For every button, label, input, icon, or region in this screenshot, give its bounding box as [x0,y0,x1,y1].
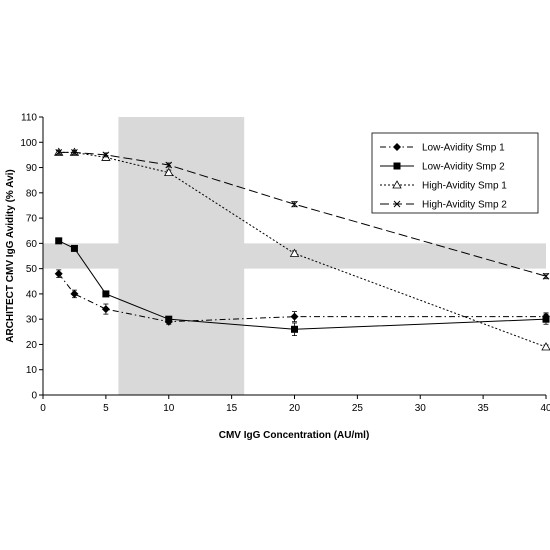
legend-label: High-Avidity Smp 1 [422,181,507,192]
diamond-marker [54,269,63,278]
square-marker [542,315,550,323]
square-marker [70,244,78,252]
y-tick-label: 60 [26,239,38,250]
y-axis-title: ARCHITECT CMV IgG Avidity (% Avi) [5,169,16,343]
triangle-marker [164,167,174,177]
legend-entry: Low-Avidity Smp 2 [380,162,505,173]
series-layer [54,147,550,351]
x-marker [55,149,63,156]
square-marker [55,237,63,245]
x-marker [542,272,550,280]
y-tick-label: 110 [21,113,37,124]
x-tick-label: 0 [40,403,46,414]
x-marker-stroke [71,149,78,156]
series-low-avidity-smp-2 [55,237,550,337]
x-tick-label: 10 [163,403,175,414]
x-tick-label: 35 [478,403,490,414]
legend-label: High-Avidity Smp 2 [422,200,507,211]
series-line [58,151,547,277]
x-axis-title: CMV IgG Concentration (AU/ml) [219,430,370,441]
x-marker [102,151,110,159]
x-marker [393,200,401,208]
x-marker-stroke [165,161,173,169]
triangle-marker [289,248,300,257]
axes [39,116,547,399]
diamond-marker [290,312,299,321]
y-tick-label: 100 [20,138,37,149]
diamond-marker [101,305,110,314]
x-tick-label: 25 [352,403,364,414]
y-tick-label: 20 [26,340,38,351]
legend: Low-Avidity Smp 1 Low-Avidity Smp 2 High-A… [371,132,539,214]
x-tick-label: 15 [226,403,238,414]
x-marker-stroke [393,200,401,208]
legend-entry: High-Avidity Smp 1 [380,180,507,192]
square-marker [291,325,298,333]
x-marker-stroke [55,149,63,156]
legend-label: Low-Avidity Smp 2 [422,162,505,173]
square-marker [102,290,110,298]
x-marker [71,149,78,156]
x-marker-stroke [102,151,110,159]
x-tick-label: 20 [289,403,301,414]
y-tick-label: 50 [26,264,38,275]
series-high-avidity-smp-2 [55,149,550,280]
diamond-marker [70,289,79,298]
square-marker [165,315,173,323]
legend-entry: High-Avidity Smp 2 [380,200,507,211]
x-tick-label: 5 [103,403,109,414]
diamond-marker [393,143,401,151]
x-tick-label: 40 [540,403,550,414]
x-marker [165,161,173,169]
x-tick-label: 30 [415,403,427,414]
legend-label: Low-Avidity Smp 1 [422,143,505,154]
y-tick-label: 30 [26,315,38,326]
y-tick-label: 40 [26,289,38,300]
x-marker-stroke [542,272,550,280]
x-marker-stroke [291,200,298,208]
square-marker [393,162,401,170]
y-tick-label: 80 [26,188,38,199]
triangle-marker [392,180,402,189]
legend-entry: Low-Avidity Smp 1 [380,143,505,154]
y-tick-label: 90 [26,163,38,174]
y-tick-label: 70 [26,214,38,225]
y-tick-label: 10 [26,365,38,376]
x-marker [291,200,298,208]
y-tick-label: 0 [31,391,37,402]
triangle-marker [541,342,550,351]
tick-labels: 0 10 20 30 40 50 60 70 80 90 100 110 0 5 10 15 20 25 30 35 4… [20,113,550,415]
